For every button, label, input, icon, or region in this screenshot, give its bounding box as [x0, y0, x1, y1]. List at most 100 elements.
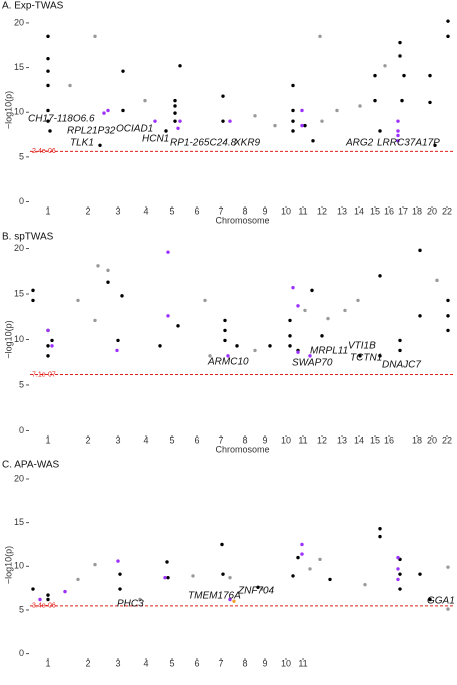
- x-tick-label: 14: [354, 206, 364, 216]
- point: [358, 354, 362, 358]
- point: [308, 354, 312, 358]
- point: [93, 562, 97, 567]
- point: [223, 328, 227, 333]
- point: [106, 280, 110, 284]
- point: [373, 73, 377, 78]
- gene-label: GGA1: [427, 596, 455, 607]
- point: [93, 318, 97, 323]
- y-tick-label: 10: [14, 561, 24, 571]
- point: [291, 129, 295, 133]
- x-tick-label: 15: [370, 435, 380, 445]
- point: [418, 248, 422, 253]
- point: [166, 314, 170, 318]
- point: [50, 338, 54, 343]
- x-tick-label: 10: [281, 658, 291, 668]
- point: [400, 98, 404, 103]
- point: [396, 555, 400, 560]
- point: [343, 308, 347, 313]
- point: [46, 328, 50, 333]
- y-axis-label: −log10(p): [3, 91, 13, 129]
- point: [176, 324, 180, 328]
- point: [208, 354, 212, 358]
- point: [46, 119, 50, 123]
- point: [116, 559, 120, 563]
- gene-label: TLK1: [70, 138, 94, 149]
- point: [356, 298, 360, 303]
- point: [68, 83, 72, 88]
- y-tick-label: 0: [19, 196, 24, 206]
- x-axis-label: Chromosome: [215, 444, 269, 454]
- point: [220, 542, 224, 547]
- point: [106, 268, 110, 273]
- x-tick-label: 1: [45, 206, 50, 216]
- point: [228, 119, 232, 123]
- x-tick-label: 16: [384, 435, 394, 445]
- gene-label: PHC3: [117, 599, 144, 610]
- point: [38, 597, 42, 602]
- point: [76, 577, 80, 582]
- point: [326, 316, 330, 321]
- x-tick-label: 14: [354, 435, 364, 445]
- point: [303, 308, 307, 313]
- panel-title: B. spTWAS: [2, 232, 54, 243]
- point: [318, 557, 322, 562]
- gene-label: XKR9: [233, 138, 261, 149]
- x-tick-label: 12: [317, 206, 327, 216]
- point: [223, 318, 227, 323]
- point: [260, 587, 264, 591]
- point: [46, 34, 50, 39]
- point: [46, 83, 50, 88]
- x-tick-label: 6: [194, 658, 199, 668]
- point: [118, 572, 122, 576]
- x-tick-label: 10: [281, 435, 291, 445]
- point: [446, 328, 450, 333]
- x-tick-label: 8: [242, 658, 247, 668]
- point: [120, 294, 124, 298]
- point: [176, 126, 180, 131]
- point: [320, 119, 324, 123]
- threshold-label: 3.4e-06: [32, 603, 56, 610]
- x-tick-label: 8: [242, 206, 247, 216]
- x-tick-label: 3: [115, 206, 120, 216]
- x-tick-label: 2: [85, 658, 90, 668]
- x-tick-label: 1: [45, 435, 50, 445]
- point: [93, 34, 97, 39]
- x-tick-label: 7: [218, 435, 223, 445]
- x-tick-label: 2: [85, 206, 90, 216]
- point: [228, 597, 232, 602]
- x-tick-label: 7: [218, 658, 223, 668]
- point: [446, 34, 450, 39]
- point: [396, 577, 400, 582]
- y-axis-label: −log10(p): [3, 546, 13, 584]
- y-tick-label: 0: [19, 425, 24, 435]
- point: [48, 129, 52, 133]
- x-tick-label: 17: [398, 206, 408, 216]
- point: [226, 354, 230, 358]
- point: [268, 344, 272, 348]
- point: [165, 560, 169, 564]
- gene-label: SWAP70: [292, 358, 333, 369]
- x-tick-label: 13: [337, 206, 347, 216]
- point: [178, 119, 182, 123]
- panel-title: C. APA-WAS: [2, 460, 60, 471]
- point: [396, 567, 400, 571]
- point: [121, 108, 125, 113]
- point: [253, 114, 257, 118]
- point: [296, 304, 300, 308]
- point: [378, 527, 382, 531]
- gene-label: VTI1B: [348, 341, 376, 352]
- point: [138, 597, 142, 602]
- panel-title: A. Exp-TWAS: [2, 1, 64, 12]
- x-tick-label: 8: [242, 435, 247, 445]
- point: [303, 123, 307, 128]
- x-axis-label: Chromosome: [215, 215, 269, 225]
- point: [291, 83, 295, 88]
- x-tick-label: 18: [412, 435, 422, 445]
- gene-label: ARMC10: [207, 357, 249, 368]
- point: [288, 344, 292, 348]
- point: [328, 577, 332, 582]
- point: [358, 104, 362, 108]
- point: [300, 123, 304, 128]
- gene-label: DNAJC7: [382, 360, 421, 371]
